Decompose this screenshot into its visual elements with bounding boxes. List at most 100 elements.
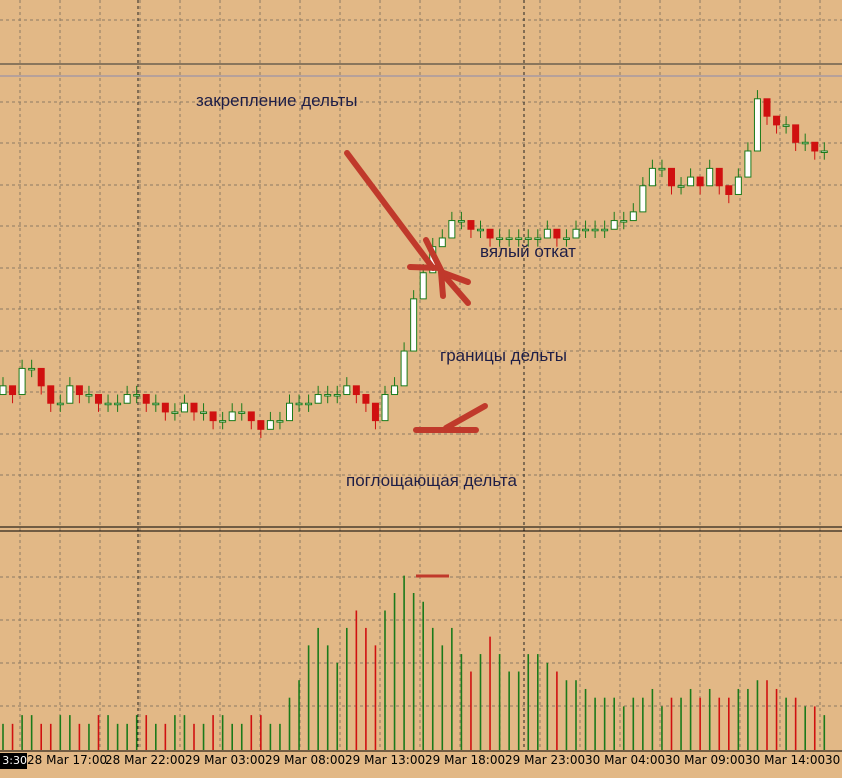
candle-body [725, 185, 733, 195]
candle [362, 394, 370, 412]
candle-body [247, 411, 255, 422]
candle-body [133, 394, 141, 397]
candle-body [362, 394, 370, 404]
candle-body [0, 385, 7, 396]
candle [0, 377, 7, 396]
annotation-weak-pullback: вялый откат [480, 242, 576, 261]
candle-body [219, 420, 227, 423]
candle-body [820, 150, 828, 153]
candle [773, 115, 781, 134]
candle-body [639, 185, 647, 213]
candle-body [114, 402, 122, 406]
candle-body [75, 385, 83, 396]
candle-body [180, 402, 188, 413]
candle-body [668, 167, 675, 187]
candle-body [9, 385, 17, 396]
candle-body [333, 394, 341, 397]
time-axis-label: 29 Mar 08:00 [265, 753, 346, 767]
candle-body [343, 385, 351, 396]
candle [324, 385, 332, 404]
candle-body [486, 228, 494, 239]
time-axis-label: 30 [825, 753, 841, 767]
candle [782, 116, 790, 134]
candle-body [305, 402, 313, 406]
candle [85, 385, 93, 404]
candle [152, 394, 160, 412]
candle-body [505, 237, 513, 240]
candle [648, 159, 656, 187]
time-axis-label: 29 Mar 13:00 [345, 753, 426, 767]
candle [582, 220, 590, 238]
candle [543, 220, 551, 239]
candle [333, 385, 341, 404]
candle [515, 229, 523, 247]
candle [601, 220, 609, 238]
arrow-line [344, 150, 436, 271]
candle [687, 168, 695, 187]
candle [295, 394, 303, 412]
candle-body [56, 402, 64, 406]
candle [238, 403, 246, 421]
candle-body [562, 237, 570, 240]
candle [438, 229, 446, 248]
candle [114, 394, 122, 412]
candle-body [95, 394, 102, 404]
candle [286, 394, 293, 422]
candle [467, 220, 475, 238]
candle-body [677, 185, 685, 188]
arrow-line [438, 269, 471, 306]
candle-body [142, 394, 150, 404]
candle [228, 403, 236, 422]
candle [457, 211, 465, 230]
candle-body [37, 367, 45, 387]
candle-body [601, 228, 609, 232]
candle [66, 377, 74, 404]
candle-body [209, 411, 217, 422]
candle-body [18, 367, 26, 396]
candle [715, 167, 723, 195]
candle-body [610, 220, 618, 230]
time-axis-label: 28 Mar 22:00 [105, 753, 186, 767]
candle [410, 290, 418, 352]
candle [496, 229, 504, 247]
candle [28, 359, 36, 378]
candle [47, 385, 55, 412]
candle-body [104, 402, 112, 406]
time-axis-label: 29 Mar 03:00 [185, 753, 266, 767]
candle [572, 220, 580, 239]
candle-body [152, 402, 160, 406]
candle [562, 229, 570, 247]
price-candles [0, 90, 828, 439]
candle [668, 167, 675, 195]
candle-body [477, 228, 484, 232]
candle-body [66, 385, 74, 404]
candle [400, 342, 408, 387]
grid [0, 0, 842, 752]
candle-body [352, 385, 360, 396]
candle-body [496, 237, 504, 240]
candle [56, 394, 64, 412]
candle-body [658, 167, 666, 171]
candle-body [457, 220, 465, 223]
candle-body [200, 411, 208, 414]
candle-body [706, 167, 714, 187]
candle-body [744, 150, 752, 178]
candle-body [811, 141, 819, 152]
candle-body [801, 141, 809, 145]
candle-body [324, 394, 332, 397]
candle [381, 385, 389, 422]
candle-body [161, 402, 169, 413]
candle [133, 385, 141, 404]
candle [391, 377, 399, 396]
candle [343, 377, 351, 396]
candle [142, 394, 150, 412]
candle [257, 420, 265, 439]
candle-body [792, 124, 800, 143]
candle-body [190, 402, 198, 413]
time-axis-label: 29 Mar 23:00 [505, 753, 586, 767]
candle [190, 402, 198, 421]
candle-body [582, 228, 590, 232]
candle-body [276, 420, 284, 423]
